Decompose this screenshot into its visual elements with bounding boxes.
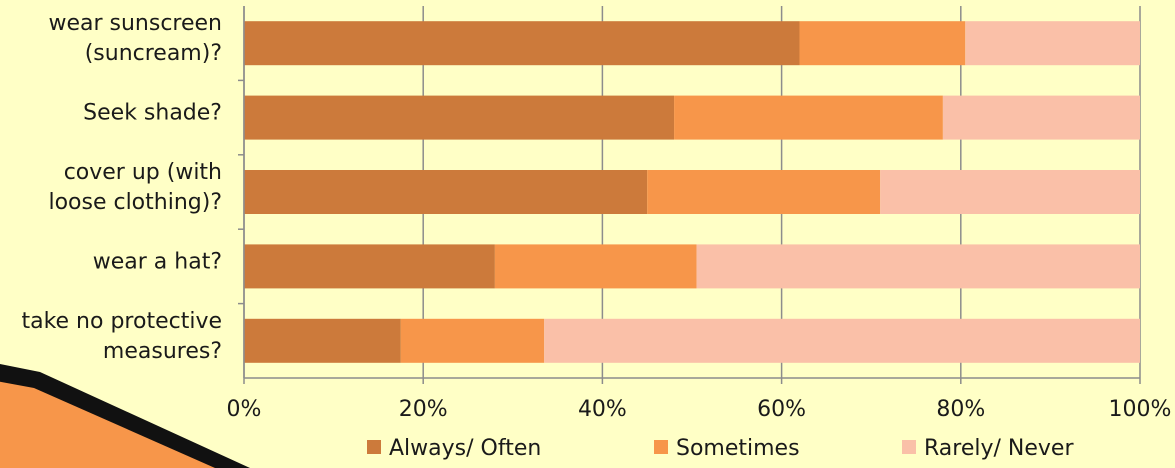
bar-segment: [965, 21, 1140, 66]
y-tick-label: wear a hat?: [93, 249, 222, 274]
x-tick-label: 80%: [936, 397, 985, 422]
x-tick-label: 0%: [227, 397, 262, 422]
bar-segment: [544, 318, 1140, 363]
y-tick-label: (suncream)?: [85, 41, 222, 66]
x-tick-label: 60%: [757, 397, 806, 422]
x-tick-label: 100%: [1109, 397, 1172, 422]
y-tick-label: cover up (with: [64, 160, 222, 185]
bar-segment: [494, 244, 697, 289]
bar-segment: [799, 21, 966, 66]
bar-segment: [244, 244, 495, 289]
bar-segment: [647, 170, 881, 214]
y-tick-label: wear sunscreen: [48, 11, 222, 36]
legend-swatch: [367, 440, 381, 454]
bar-segment: [674, 95, 943, 140]
x-tick-label: 40%: [578, 397, 627, 422]
bar-segment: [244, 318, 401, 363]
bar-segment: [696, 244, 1140, 289]
y-tick-label: Seek shade?: [83, 101, 222, 126]
bar-segment: [244, 21, 800, 66]
y-tick-label: measures?: [103, 339, 222, 364]
bar-segment: [244, 95, 675, 140]
legend-swatch: [902, 440, 916, 454]
decoration: [0, 364, 250, 468]
y-tick-label: take no protective: [21, 309, 222, 334]
y-tick-label: loose clothing)?: [48, 190, 222, 215]
bar-segment: [880, 170, 1140, 214]
bar-segment: [942, 95, 1140, 140]
legend-label: Always/ Often: [389, 436, 541, 461]
bar-segment: [400, 318, 545, 363]
legend-label: Sometimes: [676, 436, 800, 461]
legend-swatch: [654, 440, 668, 454]
x-tick-label: 20%: [399, 397, 448, 422]
bar-segment: [244, 170, 648, 214]
legend-label: Rarely/ Never: [924, 436, 1074, 461]
